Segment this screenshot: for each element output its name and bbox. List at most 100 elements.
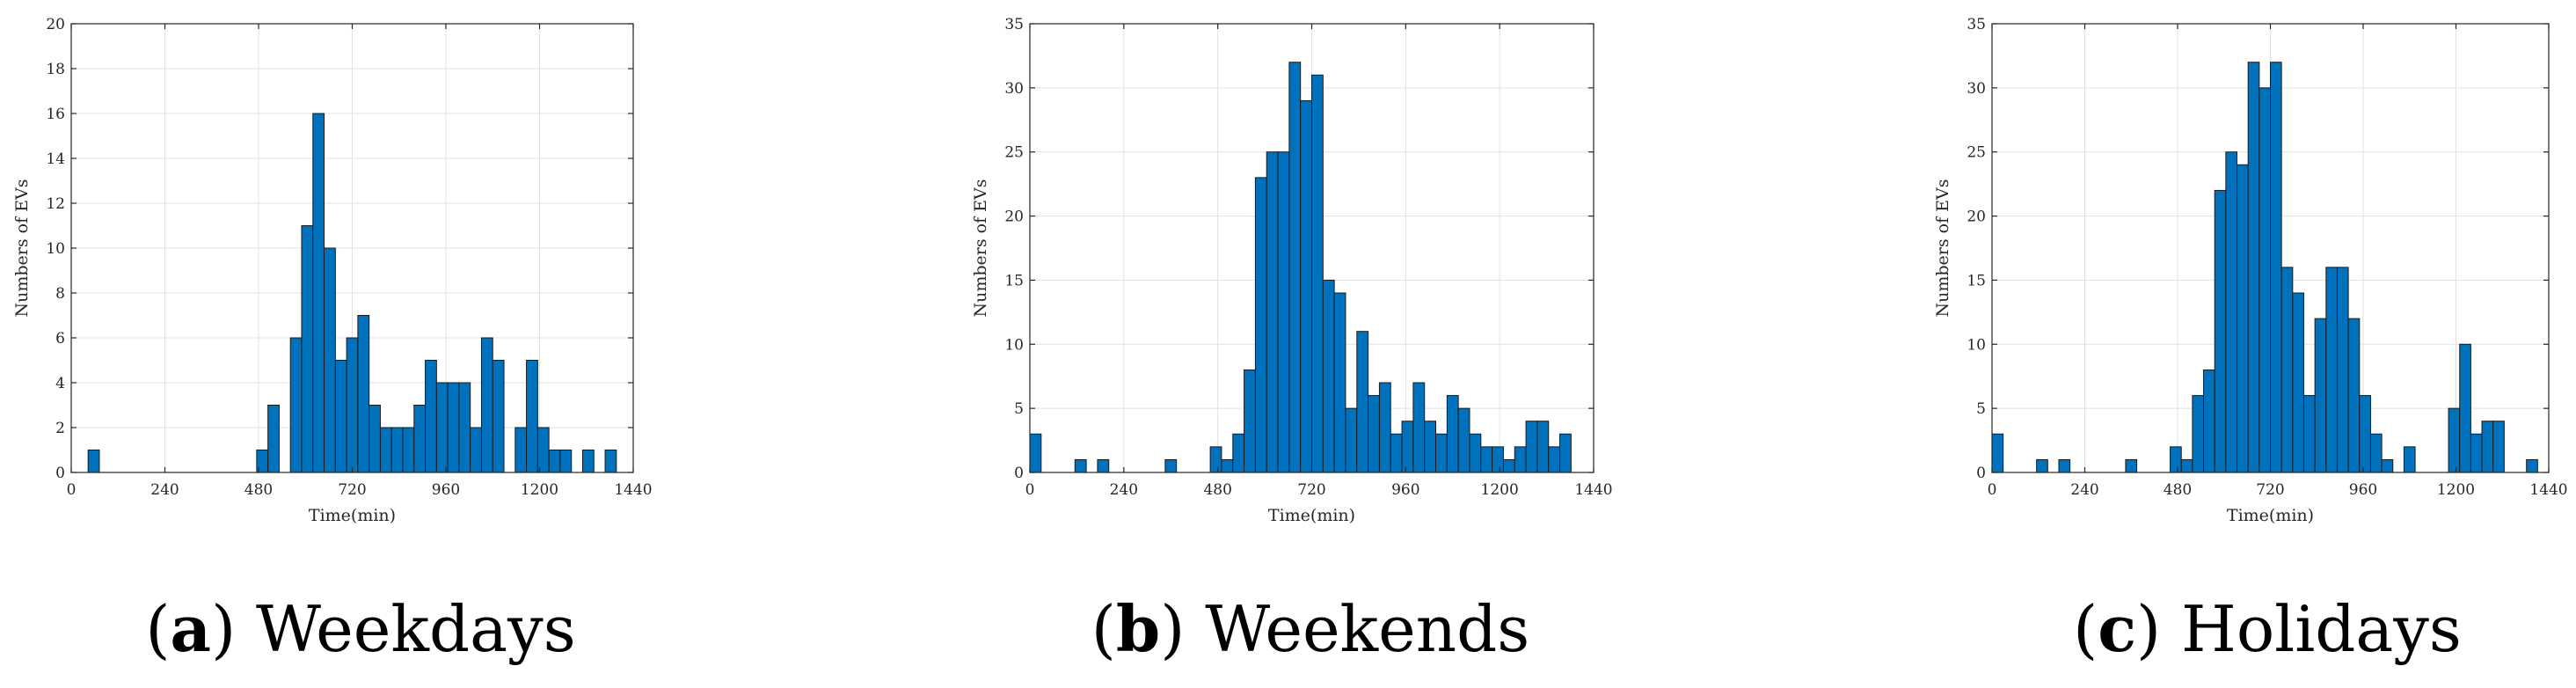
y-tick-label: 6 [55, 330, 65, 348]
x-axis-label: Time(min) [1268, 506, 1355, 525]
bar [2325, 267, 2338, 473]
bar [413, 405, 427, 473]
y-tick-label: 16 [46, 106, 65, 123]
bar [2369, 433, 2383, 473]
bar [1401, 421, 1414, 473]
bar [1514, 446, 1527, 473]
bar [435, 382, 449, 473]
bar [2459, 343, 2471, 473]
bar [2403, 446, 2416, 473]
y-tick-label: 15 [1967, 272, 1986, 289]
bar [2492, 421, 2505, 473]
y-axis-label: Numbers of EVs [12, 179, 32, 317]
y-axis-label: Numbers of EVs [971, 179, 990, 317]
bar [1244, 369, 1256, 473]
caption-letter: c [2098, 591, 2136, 666]
y-tick-label: 25 [1004, 144, 1024, 162]
x-axis-label: Time(min) [2227, 506, 2314, 525]
bar [1991, 433, 2004, 473]
bar [357, 315, 370, 473]
y-tick-label: 15 [1004, 272, 1024, 289]
x-tick-label: 0 [67, 481, 77, 499]
x-tick-label: 480 [1203, 481, 1231, 499]
x-tick-label: 1440 [1574, 481, 1612, 499]
y-tick-label: 18 [46, 61, 65, 78]
bar [1029, 433, 1042, 473]
x-tick-label: 240 [150, 481, 179, 499]
y-tick-label: 0 [55, 465, 65, 482]
bar [1469, 433, 1482, 473]
y-tick-label: 25 [1967, 144, 1986, 162]
x-tick-label: 960 [432, 481, 460, 499]
bar [2058, 458, 2071, 473]
bar [1525, 421, 1538, 473]
bar [2180, 458, 2193, 473]
bar [2470, 433, 2483, 473]
bar [480, 337, 493, 473]
bar [1446, 395, 1459, 473]
bar [1356, 331, 1369, 473]
bar [1345, 407, 1358, 473]
y-tick-label: 0 [1976, 465, 1986, 482]
bar [2481, 421, 2494, 473]
x-tick-label: 1200 [1481, 481, 1519, 499]
bar [1221, 458, 1234, 473]
bar [1457, 407, 1470, 473]
bar [1333, 292, 1346, 473]
bar [604, 450, 617, 473]
y-tick-label: 5 [1976, 400, 1986, 418]
x-tick-label: 960 [2349, 481, 2377, 499]
x-tick-label: 240 [2070, 481, 2098, 499]
bar [2170, 446, 2182, 473]
caption-letter: b [1116, 591, 1160, 666]
x-tick-label: 0 [1988, 481, 1997, 499]
x-tick-label: 1440 [2529, 481, 2567, 499]
bar [2314, 318, 2327, 473]
y-tick-label: 20 [46, 16, 65, 33]
bar [447, 382, 460, 473]
bar [1548, 446, 1561, 473]
y-tick-label: 20 [1004, 209, 1024, 226]
x-tick-label: 720 [1297, 481, 1325, 499]
bar [2247, 62, 2260, 473]
bar [425, 360, 437, 473]
bar [1266, 151, 1279, 473]
bar [2125, 458, 2138, 473]
y-tick-label: 12 [46, 195, 65, 213]
bar [1492, 446, 1504, 473]
bar [2036, 458, 2048, 473]
bar [2381, 458, 2394, 473]
bar [1277, 151, 1290, 473]
bar [1074, 458, 1087, 473]
bar [1311, 74, 1324, 473]
bar [2359, 395, 2371, 473]
bar [1209, 446, 1222, 473]
bar [2214, 189, 2227, 473]
bar [536, 427, 550, 473]
bar [1322, 279, 1335, 473]
chart-a: 0 2 4 6 8 10 12 14 16 18 20 0 240 480 720 960 1200 1440 Ti… [12, 16, 653, 666]
caption: (a) Weekdays [145, 591, 575, 666]
y-tick-label: 4 [55, 375, 65, 392]
caption: (b) Weekends [1091, 591, 1529, 666]
x-tick-label: 0 [1025, 481, 1035, 499]
bar [2237, 164, 2249, 473]
bar [1097, 458, 1110, 473]
bar [1480, 446, 1493, 473]
bar [1435, 433, 1448, 473]
bar [369, 405, 381, 473]
y-tick-label: 10 [46, 240, 65, 258]
caption-text: Weekends [1205, 592, 1529, 666]
bar [1254, 177, 1267, 473]
bar [1232, 433, 1245, 473]
x-tick-label: 960 [1391, 481, 1419, 499]
x-tick-label: 720 [338, 481, 366, 499]
bar [301, 225, 314, 473]
bar [1288, 62, 1302, 473]
bar [2292, 292, 2304, 473]
y-tick-label: 8 [55, 285, 65, 303]
bar [1378, 382, 1391, 473]
y-axis-label: Numbers of EVs [1933, 179, 1952, 317]
bar [458, 382, 471, 473]
